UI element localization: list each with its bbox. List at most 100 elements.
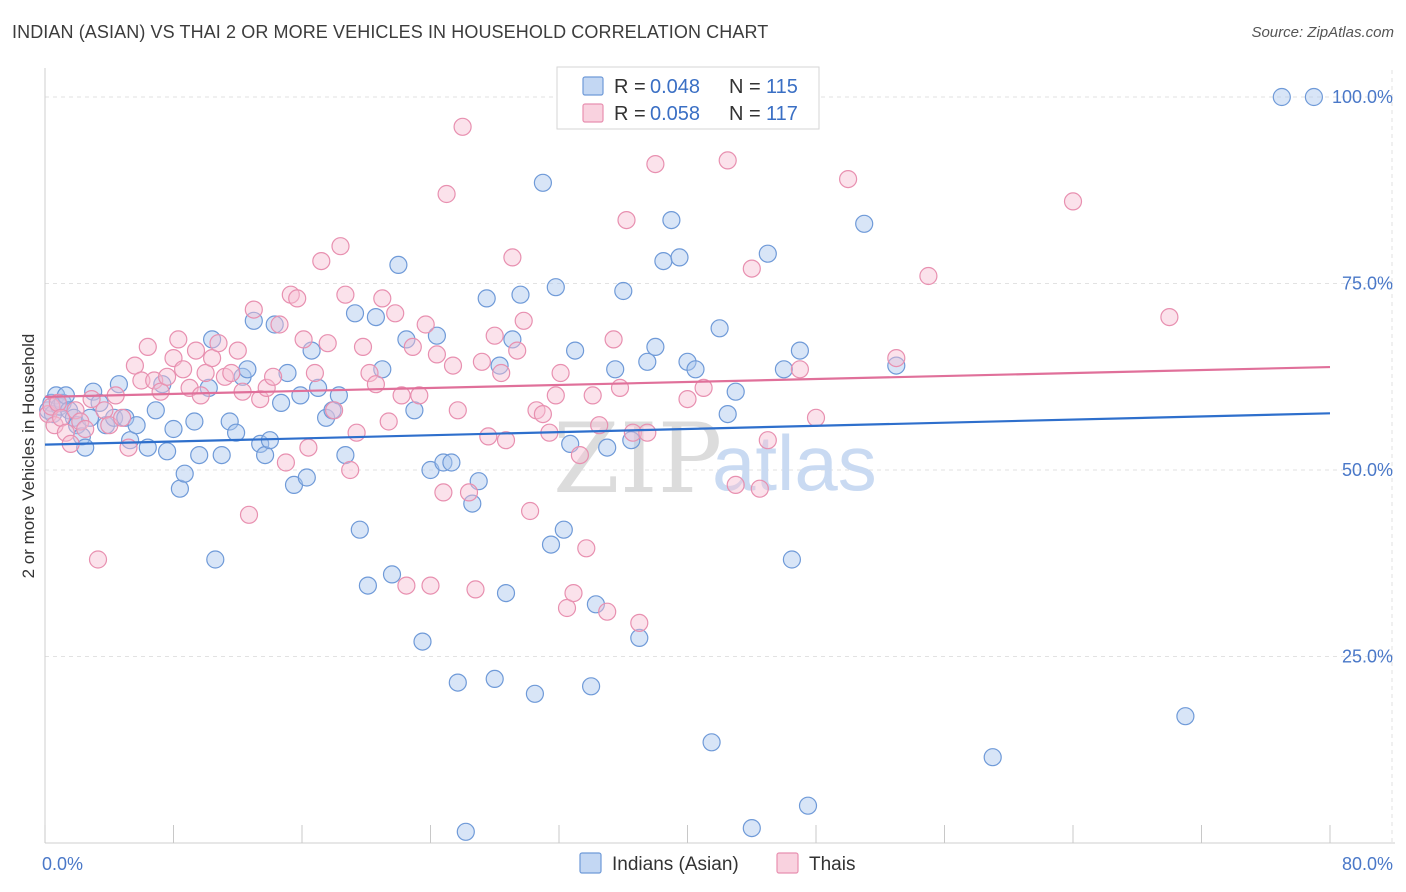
- indians-point-49: [309, 378, 328, 397]
- watermark-zip: ZIP: [553, 403, 722, 515]
- indians-point-92: [638, 352, 657, 371]
- indians-point-67: [442, 453, 461, 472]
- thais-point-49: [318, 334, 337, 353]
- thais-point-17: [125, 356, 144, 375]
- thais-point-114: [1160, 308, 1179, 327]
- legend-n-value-1: 117: [766, 103, 798, 125]
- indians-point-29: [190, 446, 209, 465]
- thais-point-82: [514, 311, 533, 330]
- x-tick-labels: 0.0% 80.0%: [42, 854, 1393, 874]
- indians-point-81: [546, 278, 565, 297]
- thais-point-93: [583, 386, 602, 405]
- indians-point-105: [774, 360, 794, 379]
- indians-point-42: [265, 315, 284, 334]
- indians-point-90: [622, 431, 641, 450]
- indians-point-63: [413, 632, 432, 651]
- indians-point-56: [358, 576, 377, 595]
- thais-point-25: [174, 360, 193, 379]
- indians-point-110: [887, 356, 906, 375]
- indians-point-96: [670, 248, 689, 267]
- source-label: Source: ZipAtlas.com: [1251, 24, 1394, 41]
- thais-point-53: [341, 460, 360, 480]
- thais-point-80: [503, 248, 522, 267]
- thais-point-83: [520, 501, 540, 521]
- thais-point-28: [191, 386, 210, 405]
- legend-swatch-indians: [582, 76, 604, 96]
- indians-point-93: [646, 337, 665, 356]
- thais-point-81: [508, 341, 527, 360]
- bottom-legend-swatch-indians: [579, 852, 602, 874]
- indians-point-26: [170, 479, 189, 498]
- thais-point-79: [496, 431, 516, 450]
- thais-point-92: [577, 539, 596, 558]
- indians-point-106: [782, 550, 802, 569]
- thais-point-67: [427, 345, 446, 364]
- thais-point-116: [718, 151, 737, 170]
- thais-point-47: [305, 363, 324, 383]
- series-thais: [39, 117, 1179, 633]
- thais-point-54: [347, 423, 366, 442]
- indians-point-113: [1272, 87, 1291, 107]
- thais-point-27: [186, 341, 206, 360]
- thais-point-101: [638, 423, 657, 442]
- thais-point-7: [66, 401, 85, 420]
- top-legend: R = 0.048 N = 115 R = 0.058 N = 117: [556, 66, 820, 130]
- bottom-legend: Indians (Asian) Thais: [579, 852, 855, 875]
- thais-point-103: [678, 390, 697, 409]
- thais-point-77: [485, 326, 504, 345]
- indians-point-94: [654, 252, 673, 271]
- indians-point-89: [614, 281, 633, 301]
- thais-point-72: [453, 117, 472, 136]
- indians-point-78: [525, 684, 545, 703]
- indians-point-111: [983, 748, 1002, 767]
- thais-point-85: [533, 405, 553, 424]
- thais-point-36: [239, 505, 259, 524]
- indians-point-77: [511, 285, 530, 304]
- thais-point-19: [138, 337, 157, 356]
- thais-point-63: [403, 337, 422, 356]
- thais-point-100: [630, 613, 649, 633]
- thais-point-31: [209, 334, 228, 353]
- thais-point-48: [312, 252, 331, 271]
- thais-point-51: [331, 237, 350, 256]
- thais-point-110: [838, 170, 858, 189]
- y-tick-label-2: 75.0%: [1342, 274, 1393, 294]
- thais-point-107: [758, 431, 777, 450]
- thais-point-22: [158, 367, 177, 386]
- thais-point-74: [466, 580, 485, 599]
- thais-point-111: [887, 349, 906, 368]
- indians-point-21: [138, 438, 157, 457]
- thais-point-64: [410, 386, 429, 405]
- indians-point-46: [291, 386, 310, 405]
- thais-point-91: [570, 446, 590, 465]
- indians-point-37: [238, 360, 257, 379]
- legend-r-value-0: 0.048: [650, 76, 700, 98]
- thais-point-44: [288, 289, 307, 308]
- indians-point-84: [565, 341, 585, 360]
- indians-point-87: [598, 438, 617, 457]
- chart-title: INDIAN (ASIAN) VS THAI 2 OR MORE VEHICLE…: [12, 22, 769, 42]
- thais-point-75: [472, 352, 491, 371]
- thais-point-50: [325, 401, 344, 420]
- thais-point-56: [360, 363, 379, 383]
- indians-point-34: [220, 412, 239, 431]
- thais-point-106: [742, 259, 761, 278]
- thais-point-58: [373, 289, 392, 308]
- y-tick-labels: 25.0% 50.0% 75.0% 100.0%: [1332, 87, 1393, 667]
- thais-point-29: [196, 363, 215, 383]
- y-tick-label-0: 25.0%: [1342, 647, 1393, 667]
- legend-r-label-1: R =: [614, 103, 646, 125]
- thais-point-5: [56, 423, 76, 442]
- indians-point-104: [758, 244, 777, 263]
- thais-point-98: [617, 211, 636, 230]
- thais-point-112: [919, 266, 938, 286]
- indians-point-85: [581, 677, 601, 696]
- thais-point-109: [806, 408, 826, 427]
- thais-point-60: [386, 304, 405, 323]
- indians-point-102: [726, 382, 745, 401]
- indians-point-82: [554, 520, 573, 539]
- indians-point-73: [485, 669, 504, 689]
- thais-point-21: [151, 382, 170, 401]
- thais-point-78: [492, 363, 511, 383]
- y-tick-label-1: 50.0%: [1342, 460, 1393, 480]
